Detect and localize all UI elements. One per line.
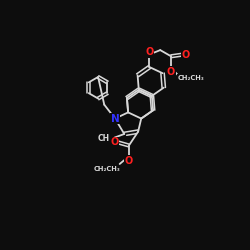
Text: N: N bbox=[111, 114, 120, 124]
Text: CH₂CH₃: CH₂CH₃ bbox=[178, 75, 204, 81]
Text: O: O bbox=[125, 156, 133, 166]
Text: CH₃: CH₃ bbox=[98, 134, 114, 143]
Text: CH₂CH₃: CH₂CH₃ bbox=[94, 166, 121, 172]
Text: O: O bbox=[167, 67, 175, 77]
Text: O: O bbox=[182, 50, 190, 60]
Text: O: O bbox=[110, 138, 118, 147]
Text: O: O bbox=[145, 48, 154, 58]
